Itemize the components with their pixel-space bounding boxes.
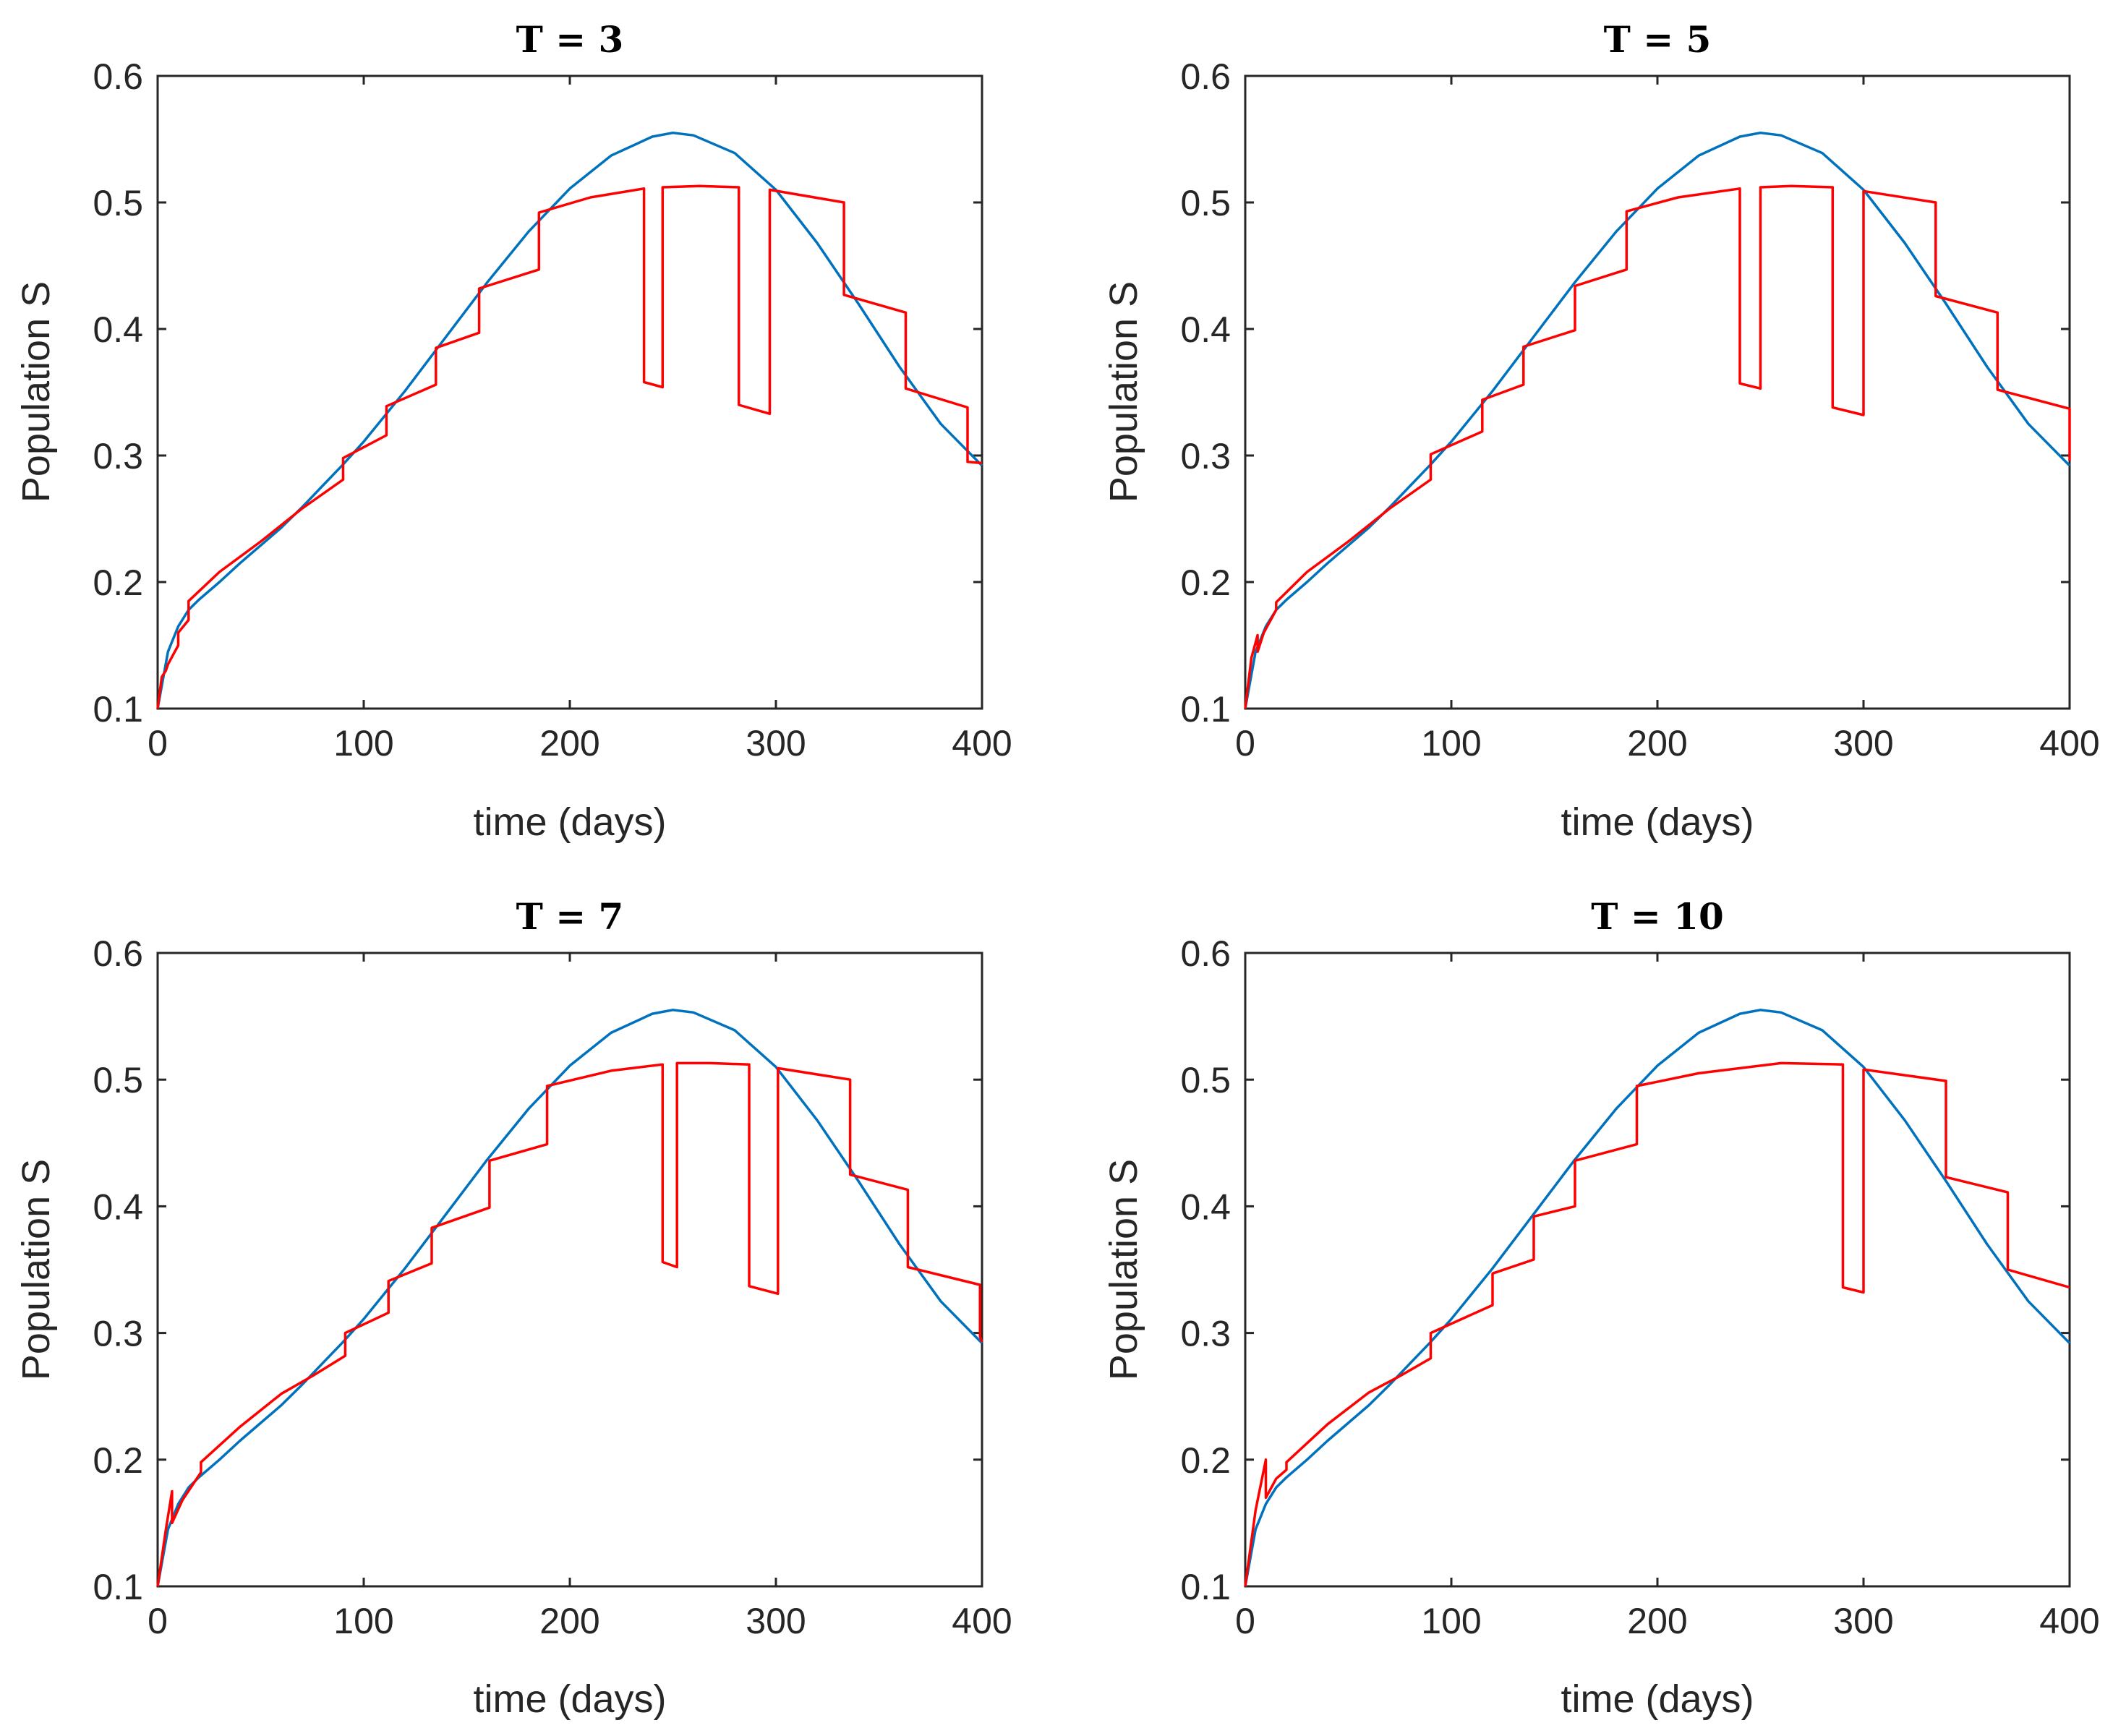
x-tick-label: 300 <box>1833 723 1893 764</box>
series-layer <box>156 131 983 709</box>
plot-area <box>156 74 983 710</box>
y-axis-label: Population S <box>14 1159 58 1380</box>
series-layer <box>156 1009 983 1587</box>
x-tick-label: 400 <box>2039 723 2099 764</box>
y-axis-label: Population S <box>1102 281 1145 503</box>
x-tick-label: 300 <box>746 1601 806 1641</box>
y-tick-label: 0.5 <box>93 1060 143 1100</box>
axis-ticks: 0 100 200 300 400 0.1 0.2 0.3 0.4 0.5 0.6 <box>1180 56 2099 764</box>
x-tick-label: 0 <box>1235 1601 1255 1641</box>
y-tick-label: 0.1 <box>1180 1567 1231 1607</box>
y-tick-label: 0.4 <box>93 309 143 350</box>
subplot-t7: T = 7 0 100 200 300 400 0.1 0.2 0.3 0.4 0.5 0.6 ti… <box>14 895 1012 1721</box>
x-tick-label: 400 <box>2039 1601 2099 1641</box>
series-line-blue <box>156 1009 983 1587</box>
subplot-t10: T = 10 0 100 200 300 400 0.1 0.2 0.3 0.4 0.5 0.6 t… <box>1102 895 2100 1721</box>
x-axis-label: time (days) <box>1561 800 1754 844</box>
series-line-blue <box>1244 1009 2071 1587</box>
series-line-blue <box>156 131 983 709</box>
x-axis-label: time (days) <box>1561 1677 1754 1721</box>
y-tick-label: 0.6 <box>1180 933 1231 974</box>
x-tick-label: 200 <box>539 1601 599 1641</box>
y-tick-label: 0.3 <box>1180 1314 1231 1354</box>
x-tick-label: 200 <box>1627 1601 1687 1641</box>
subplot-title: T = 7 <box>516 895 624 938</box>
subplot-t5: T = 5 0 100 200 300 400 0.1 0.2 0.3 0.4 0.5 0.6 ti… <box>1102 18 2100 844</box>
y-tick-label: 0.3 <box>1180 436 1231 476</box>
axis-ticks: 0 100 200 300 400 0.1 0.2 0.3 0.4 0.5 0.6 <box>1180 933 2099 1641</box>
x-tick-label: 0 <box>148 1601 168 1641</box>
y-axis-label: Population S <box>1102 1159 1145 1380</box>
y-tick-label: 0.5 <box>1180 1060 1231 1100</box>
y-tick-label: 0.3 <box>93 1314 143 1354</box>
x-tick-label: 300 <box>1833 1601 1893 1641</box>
y-tick-label: 0.3 <box>93 436 143 476</box>
subplot-title: T = 5 <box>1604 18 1712 61</box>
series-line-red <box>156 1061 983 1587</box>
y-tick-label: 0.4 <box>93 1186 143 1227</box>
x-tick-label: 100 <box>1421 1601 1481 1641</box>
x-tick-label: 400 <box>952 723 1012 764</box>
y-tick-label: 0.1 <box>1180 689 1231 730</box>
series-layer <box>1244 131 2071 709</box>
y-axis-label: Population S <box>14 281 58 503</box>
axis-ticks: 0 100 200 300 400 0.1 0.2 0.3 0.4 0.5 0.6 <box>93 933 1012 1641</box>
x-axis-label: time (days) <box>473 800 666 844</box>
y-tick-label: 0.6 <box>93 933 143 974</box>
series-layer <box>1244 1009 2071 1587</box>
plot-area <box>1244 74 2071 710</box>
plot-area <box>156 952 983 1588</box>
y-tick-label: 0.2 <box>93 1440 143 1481</box>
x-tick-label: 100 <box>333 1601 393 1641</box>
x-tick-label: 100 <box>1421 723 1481 764</box>
subplot-title: T = 10 <box>1591 895 1724 938</box>
y-tick-label: 0.2 <box>1180 563 1231 603</box>
x-axis-label: time (days) <box>473 1677 666 1721</box>
x-tick-label: 0 <box>148 723 168 764</box>
y-tick-label: 0.5 <box>93 183 143 223</box>
x-tick-label: 200 <box>539 723 599 764</box>
y-tick-label: 0.4 <box>1180 309 1231 350</box>
x-tick-label: 200 <box>1627 723 1687 764</box>
series-line-red <box>1244 184 2071 709</box>
series-line-red <box>1244 1061 2070 1587</box>
x-tick-label: 0 <box>1235 723 1255 764</box>
x-tick-label: 300 <box>746 723 806 764</box>
x-tick-label: 100 <box>333 723 393 764</box>
subplot-title: T = 3 <box>516 18 624 61</box>
y-tick-label: 0.5 <box>1180 183 1231 223</box>
series-line-red <box>156 184 983 709</box>
y-tick-label: 0.1 <box>93 689 143 730</box>
y-tick-label: 0.6 <box>1180 56 1231 97</box>
subplot-t3: T = 3 0 100 200 300 400 0.1 0.2 0.3 0.4 0.5 0.6 ti… <box>14 18 1012 844</box>
axis-ticks: 0 100 200 300 400 0.1 0.2 0.3 0.4 0.5 0.6 <box>93 56 1012 764</box>
y-tick-label: 0.2 <box>93 563 143 603</box>
y-tick-label: 0.4 <box>1180 1186 1231 1227</box>
y-tick-label: 0.2 <box>1180 1440 1231 1481</box>
x-tick-label: 400 <box>952 1601 1012 1641</box>
y-tick-label: 0.6 <box>93 56 143 97</box>
series-line-blue <box>1244 131 2071 709</box>
plot-area <box>1244 952 2071 1588</box>
y-tick-label: 0.1 <box>93 1567 143 1607</box>
